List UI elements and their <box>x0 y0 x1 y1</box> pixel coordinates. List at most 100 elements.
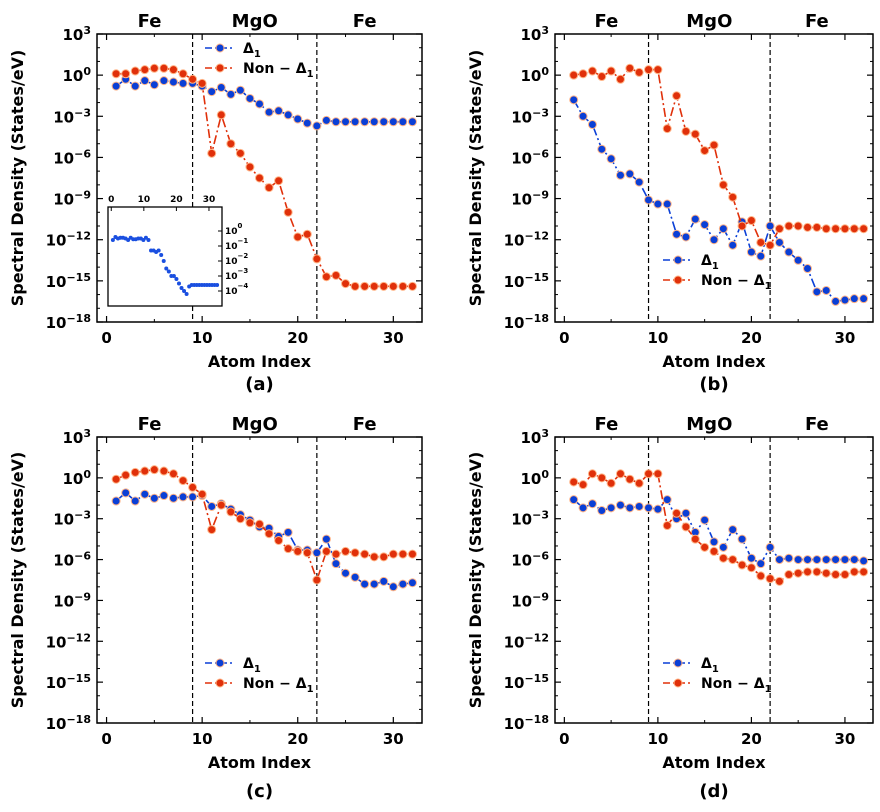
data-point <box>774 237 784 247</box>
y-tick-label: 10−18 <box>46 713 91 733</box>
inset-x-tick-label: 10 <box>138 195 151 205</box>
series-line <box>115 468 413 583</box>
data-point <box>341 117 351 127</box>
data-point <box>615 74 625 84</box>
data-point <box>812 222 822 232</box>
data-point <box>625 503 635 513</box>
data-point <box>578 480 588 490</box>
data-point <box>849 555 859 565</box>
data-point <box>111 81 121 91</box>
data-point <box>737 560 747 570</box>
data-point <box>168 77 178 87</box>
data-point <box>821 555 831 565</box>
data-point <box>321 546 331 556</box>
data-point <box>812 567 822 577</box>
y-axis-title: Spectral Density (States/eV) <box>8 50 27 307</box>
data-point <box>831 555 841 565</box>
inset-data-point <box>164 266 169 271</box>
inset-y-tick-label: 10−2 <box>225 252 248 267</box>
data-point <box>840 570 850 580</box>
data-point <box>360 579 370 589</box>
plot-frame <box>554 33 874 323</box>
x-axis-title: Atom Index <box>208 753 312 772</box>
data-point <box>197 489 207 499</box>
region-label: MgO <box>686 11 732 32</box>
data-point <box>130 496 140 506</box>
data-point <box>379 117 389 127</box>
data-point <box>597 473 607 483</box>
data-point <box>321 115 331 125</box>
data-point <box>283 110 293 120</box>
data-point <box>398 549 408 559</box>
x-tick-label: 0 <box>559 730 569 748</box>
region-label: Fe <box>595 11 619 32</box>
data-point <box>331 270 341 280</box>
data-point <box>274 106 284 116</box>
y-tick-label: 10−18 <box>504 312 549 332</box>
inset-x-tick-label: 30 <box>203 195 216 205</box>
x-tick-label: 20 <box>287 730 308 748</box>
x-tick-label: 10 <box>647 329 668 347</box>
data-point <box>587 120 597 130</box>
data-point <box>681 508 691 518</box>
data-point <box>159 491 169 501</box>
data-point <box>756 237 766 247</box>
data-point <box>606 478 616 488</box>
data-point <box>849 224 859 234</box>
data-point <box>756 251 766 261</box>
data-point <box>831 224 841 234</box>
data-point <box>149 465 159 475</box>
data-point <box>159 466 169 476</box>
data-point <box>293 232 303 242</box>
inset-data-point <box>156 248 161 253</box>
inset-data-point <box>166 269 171 274</box>
data-point <box>840 224 850 234</box>
data-point <box>331 549 341 559</box>
data-point <box>255 99 264 109</box>
y-tick-label: 10−3 <box>511 106 549 126</box>
data-point <box>312 121 322 131</box>
data-point <box>690 129 700 139</box>
data-point <box>121 488 131 498</box>
data-point <box>178 492 188 502</box>
data-point <box>840 295 850 305</box>
data-point <box>321 272 331 282</box>
data-point <box>803 264 813 274</box>
data-point <box>690 534 700 544</box>
data-point <box>644 195 654 205</box>
data-point <box>274 536 284 546</box>
x-tick-label: 20 <box>287 329 308 347</box>
inset-frame <box>107 206 223 307</box>
data-point <box>407 578 417 588</box>
x-tick-label: 30 <box>835 329 856 347</box>
y-tick-label: 10−9 <box>511 590 549 610</box>
data-point <box>746 247 756 257</box>
data-point <box>360 117 370 127</box>
data-point <box>615 500 625 510</box>
region-label: Fe <box>595 414 619 435</box>
data-point <box>130 66 140 76</box>
data-point <box>821 224 831 234</box>
data-point <box>407 281 417 291</box>
data-point <box>216 82 226 92</box>
x-tick-label: 10 <box>647 730 668 748</box>
data-point <box>634 478 644 488</box>
data-point <box>653 504 663 514</box>
data-point <box>321 534 331 544</box>
data-point <box>140 466 150 476</box>
y-tick-label: 10−12 <box>46 631 91 651</box>
data-point <box>159 76 169 86</box>
data-point <box>111 69 121 79</box>
data-point <box>765 221 775 231</box>
plot-frame <box>96 33 423 323</box>
chart-panel: 103 100 10−3 10−6 10−9 10−12 10−15 10−18 0 10 20 30… <box>466 414 874 802</box>
y-tick-label: 10−15 <box>504 271 549 291</box>
series-line <box>115 491 413 588</box>
x-axis-title: Atom Index <box>662 753 766 772</box>
data-point <box>756 559 766 569</box>
data-point <box>226 507 236 517</box>
data-point <box>578 69 588 79</box>
